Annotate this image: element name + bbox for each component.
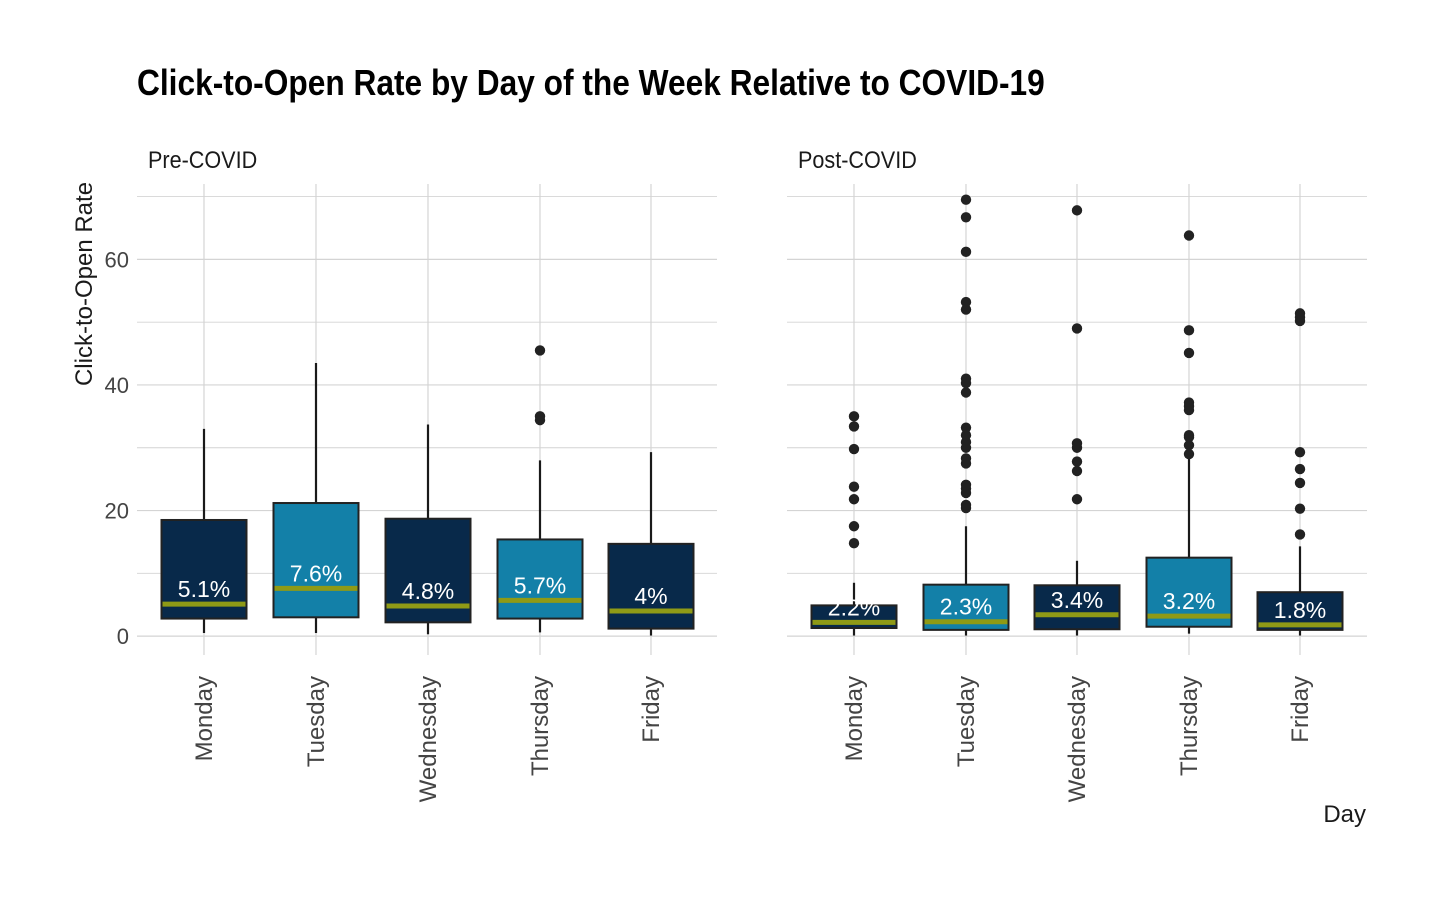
x-tick-label: Friday xyxy=(1287,676,1314,743)
outlier-point xyxy=(960,422,972,433)
x-tick-label: Monday xyxy=(191,676,218,761)
x-tick-label: Monday xyxy=(841,676,868,761)
outlier-point xyxy=(848,521,860,532)
outlier-point xyxy=(848,443,860,455)
outlier-point xyxy=(960,304,972,315)
box xyxy=(1033,584,1121,631)
median-label: 3.2% xyxy=(1163,588,1215,614)
median-label: 5.1% xyxy=(178,576,230,602)
outlier-point xyxy=(848,411,860,422)
outlier-point xyxy=(960,499,972,511)
box xyxy=(607,542,695,630)
outlier-point xyxy=(848,421,860,432)
y-axis-title: Click-to-Open Rate xyxy=(71,182,98,386)
outlier-point xyxy=(1294,477,1306,489)
y-tick-label: 0 xyxy=(117,624,129,649)
outlier-point xyxy=(960,453,972,464)
outlier-point xyxy=(1071,494,1083,505)
outlier-point xyxy=(1071,465,1083,477)
outlier-point xyxy=(534,345,546,356)
outlier-point xyxy=(1294,463,1306,475)
median-label: 4.8% xyxy=(402,578,454,604)
outlier-point xyxy=(1183,230,1195,241)
panel-title: Post-COVID xyxy=(798,146,917,173)
outlier-point xyxy=(1294,529,1306,540)
median-label: 7.6% xyxy=(290,560,342,586)
median-label: 1.8% xyxy=(1274,597,1326,623)
outlier-point xyxy=(960,296,972,308)
median-label: 2.2% xyxy=(828,594,880,620)
panel-title: Pre-COVID xyxy=(148,146,257,173)
outlier-point xyxy=(960,194,972,205)
outlier-point xyxy=(960,387,972,398)
x-tick-label: Thursday xyxy=(1176,676,1203,776)
x-tick-label: Wednesday xyxy=(1064,676,1091,802)
chart-title: Click-to-Open Rate by Day of the Week Re… xyxy=(137,62,1045,103)
x-tick-label: Tuesday xyxy=(303,676,330,767)
outlier-point xyxy=(1183,347,1195,359)
outlier-point xyxy=(1071,438,1083,449)
outlier-point xyxy=(848,538,860,549)
outlier-point xyxy=(1071,456,1083,467)
outlier-point xyxy=(960,479,972,491)
outlier-point xyxy=(848,481,860,492)
outlier-point xyxy=(1294,446,1306,458)
median-label: 5.7% xyxy=(514,572,566,598)
outlier-point xyxy=(1071,205,1083,216)
x-tick-label: Tuesday xyxy=(953,676,980,767)
x-tick-label: Thursday xyxy=(527,676,554,776)
outlier-point xyxy=(1183,397,1195,408)
outlier-point xyxy=(534,411,546,422)
y-tick-label: 40 xyxy=(105,373,129,398)
outlier-point xyxy=(960,212,972,223)
outlier-point xyxy=(1183,325,1195,336)
median-label: 4% xyxy=(634,583,667,609)
outlier-point xyxy=(1294,308,1306,319)
outlier-point xyxy=(960,430,972,441)
outlier-point xyxy=(960,246,972,258)
outlier-point xyxy=(1071,323,1083,334)
y-tick-label: 20 xyxy=(105,499,129,524)
x-tick-label: Wednesday xyxy=(415,676,442,802)
x-tick-label: Friday xyxy=(638,676,665,743)
outlier-point xyxy=(1183,440,1195,451)
outlier-point xyxy=(1183,448,1195,460)
outlier-point xyxy=(848,494,860,505)
box xyxy=(272,502,360,619)
outlier-point xyxy=(1294,503,1306,514)
x-axis-title: Day xyxy=(1323,801,1366,828)
outlier-point xyxy=(1183,430,1195,441)
outlier-point xyxy=(960,373,972,384)
median-label: 2.3% xyxy=(940,594,992,620)
box xyxy=(496,538,584,620)
median-label: 3.4% xyxy=(1051,587,1103,613)
y-tick-label: 60 xyxy=(105,247,129,272)
